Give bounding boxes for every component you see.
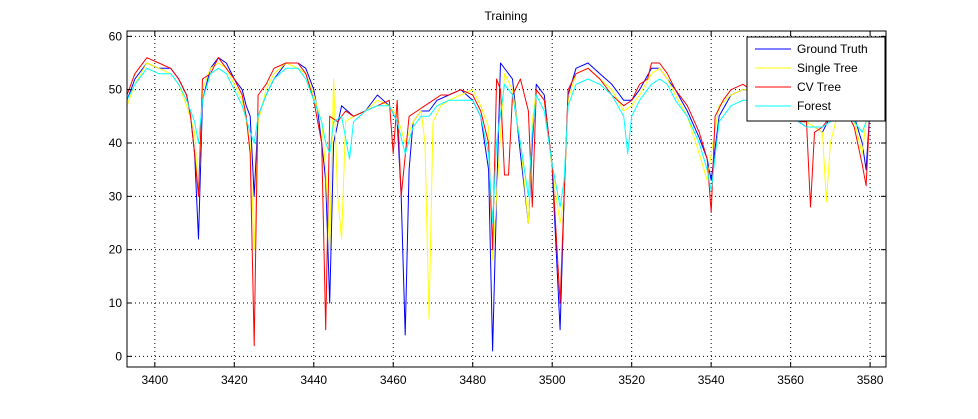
legend-label: Ground Truth — [797, 42, 868, 56]
x-tick-label: 3580 — [857, 373, 884, 387]
legend: Ground Truth Single Tree CV Tree Forest — [746, 36, 886, 122]
y-tick-label: 30 — [109, 189, 123, 203]
legend-label: Single Tree — [797, 61, 858, 75]
x-tick-label: 3500 — [539, 373, 566, 387]
x-tick-label: 3420 — [221, 373, 248, 387]
x-tick-label: 3400 — [141, 373, 168, 387]
legend-label: CV Tree — [797, 80, 841, 94]
axis-ticks: 3400 3420 3440 3460 3480 3500 3520 3540 3560 3580… — [109, 29, 886, 387]
legend-box — [746, 36, 886, 122]
grid — [127, 31, 886, 367]
y-tick-label: 10 — [109, 296, 123, 310]
x-tick-label: 3520 — [618, 373, 645, 387]
y-tick-label: 50 — [109, 83, 123, 97]
x-tick-label: 3460 — [380, 373, 407, 387]
y-tick-label: 40 — [109, 136, 123, 150]
plot-frame — [126, 30, 887, 368]
x-tick-label: 3440 — [300, 373, 327, 387]
x-tick-label: 3560 — [777, 373, 804, 387]
y-tick-label: 0 — [115, 349, 122, 363]
x-tick-label: 3480 — [459, 373, 486, 387]
x-tick-label: 3540 — [698, 373, 725, 387]
y-tick-label: 60 — [109, 29, 123, 43]
chart-title: Training — [485, 9, 528, 23]
legend-label: Forest — [797, 99, 832, 113]
y-tick-label: 20 — [109, 243, 123, 257]
